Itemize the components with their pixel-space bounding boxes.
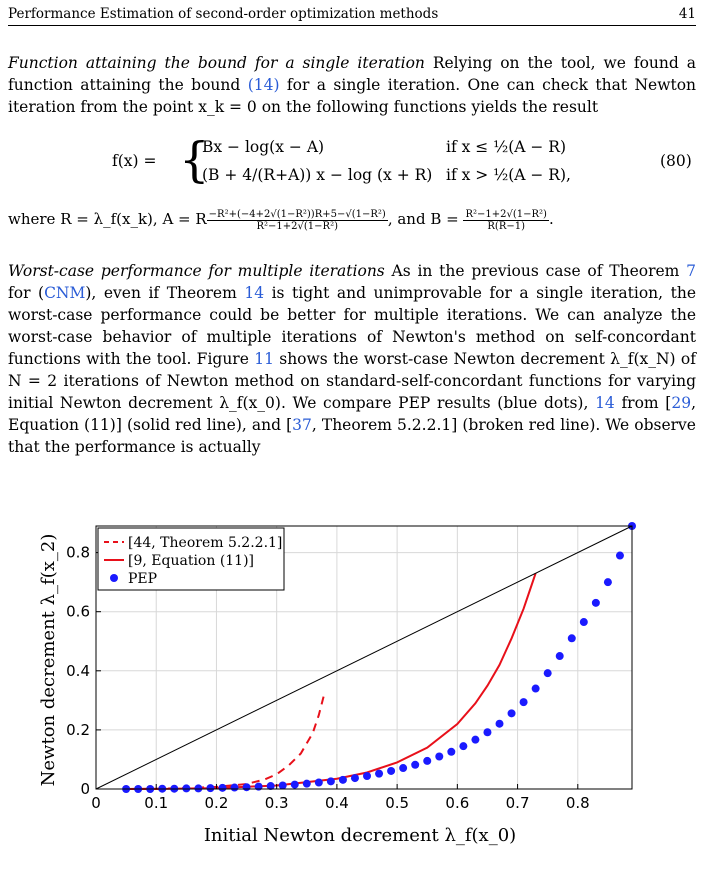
pep-data-point [555, 652, 564, 661]
pep-data-point [363, 771, 372, 780]
equation-case1-cond: if x ≤ ½(A − R) [446, 138, 567, 156]
pep-data-point [314, 778, 323, 787]
method-ref-link[interactable]: CNM [44, 284, 86, 302]
pep-data-point [603, 578, 612, 587]
pep-data-point [194, 784, 203, 793]
pep-data-point [411, 760, 420, 769]
pep-data-point [230, 783, 239, 792]
figure-ref-link[interactable]: 11 [254, 350, 274, 368]
x-tick-label: 0.6 [445, 794, 469, 812]
paragraph-heading: Function attaining the bound for a singl… [8, 54, 425, 72]
chart-legend: [44, Theorem 5.2.2.1] [9, Equation (11)] P… [97, 527, 285, 591]
x-axis-label: Initial Newton decrement λ_f(x_0) [204, 825, 516, 846]
pep-data-point [278, 781, 287, 790]
pep-data-point [399, 764, 408, 773]
legend-marker-pep [110, 574, 118, 582]
chart-plot-area [95, 522, 636, 793]
pep-data-point [483, 728, 492, 737]
theorem-ref-link[interactable]: 14 [244, 284, 265, 302]
citation-link[interactable]: 37 [292, 416, 312, 434]
x-tick-label: 0.3 [265, 794, 289, 812]
pep-data-point [375, 769, 384, 778]
running-title: Performance Estimation of second-order o… [8, 6, 439, 22]
y-tick-label: 0.2 [66, 721, 90, 739]
page-number: 41 [678, 6, 696, 22]
pep-data-point [495, 719, 504, 728]
plot-frame [95, 525, 633, 790]
pep-data-point [290, 780, 299, 789]
x-tick-label: 0.4 [325, 794, 349, 812]
pep-data-point [567, 634, 576, 643]
legend-entry: [44, Theorem 5.2.2.1] [128, 535, 282, 551]
pep-data-point [459, 742, 468, 751]
y-tick-label: 0.8 [66, 544, 90, 562]
x-tick-label: 0.2 [205, 794, 229, 812]
y-tick-label: 0.4 [66, 662, 90, 680]
y-axis-label: Newton decrement λ_f(x_2) [38, 534, 59, 787]
running-header: Performance Estimation of second-order o… [8, 4, 696, 24]
pep-data-point [435, 752, 444, 761]
paragraph-heading: Worst-case performance for multiple iter… [8, 262, 385, 280]
pep-data-point [242, 783, 251, 792]
identity-line [95, 525, 633, 790]
a-fraction: −R²+(−4+2√(1−R²))R+5−√(1−R²) R²−1+2√(1−R²… [206, 208, 388, 232]
equation-lhs: f(x) = [112, 152, 157, 170]
x-tick-label: 0.7 [506, 794, 530, 812]
pep-data-point [206, 784, 215, 793]
pep-data-point [326, 777, 335, 786]
equation-case2-cond: if x > ½(A − R), [446, 166, 571, 184]
equation-ref-link[interactable]: (14) [247, 76, 280, 94]
equation-ref-link[interactable]: 14 [595, 394, 615, 412]
theorem-bound-dashed-line [126, 691, 326, 790]
pep-data-point [531, 684, 540, 693]
legend-entry: PEP [128, 571, 157, 587]
x-tick-label: 0.8 [566, 794, 590, 812]
pep-data-point [350, 774, 359, 783]
b-fraction: R²−1+2√(1−R²) R(R−1) [463, 208, 549, 232]
theorem-ref-link[interactable]: 7 [686, 262, 696, 280]
equation-case2-expr: (B + 4/(R+A)) x − log (x + R) [202, 166, 433, 184]
y-tick-label: 0 [80, 780, 90, 798]
pep-data-point [387, 766, 396, 775]
legend-entry: [9, Equation (11)] [128, 553, 254, 569]
pep-data-point [447, 747, 456, 756]
header-rule [8, 25, 696, 26]
paragraph-function-bound: Function attaining the bound for a singl… [8, 54, 697, 116]
legend-box [97, 527, 285, 591]
pep-data-point [338, 775, 347, 784]
chart-axes: 0 0.1 0.2 0.3 0.4 0.5 0.6 0.7 0.8 0 0.2 0.4 0.6 0.8 [66, 525, 633, 812]
pep-data-point [302, 779, 311, 788]
x-tick-label: 0.5 [385, 794, 409, 812]
newton-decrement-chart: 0 0.1 0.2 0.3 0.4 0.5 0.6 0.7 0.8 0 0.2 0.4 0.6 0.8 N… [38, 522, 636, 846]
pep-data-point [423, 756, 432, 765]
where-line: where R = λ_f(x_k), A = R −R²+(−4+2√(1−R²… [8, 208, 554, 232]
pep-data-point [579, 618, 588, 627]
equation-brace: { [179, 132, 210, 188]
pep-data-point [471, 735, 480, 744]
pep-data-point [543, 669, 552, 678]
paragraph-worst-case: Worst-case performance for multiple iter… [8, 262, 696, 456]
citation-link[interactable]: 29 [671, 394, 692, 412]
equation-number: (80) [660, 152, 692, 170]
pep-data-point [519, 698, 528, 707]
pep-data-point [182, 784, 191, 793]
equation-case1-expr: Bx − log(x − A) [202, 138, 325, 156]
x-tick-label: 0 [91, 794, 101, 812]
pep-data-point [591, 598, 600, 607]
y-tick-label: 0.6 [66, 603, 90, 621]
pep-data-point [218, 783, 227, 792]
pep-data-point [507, 709, 516, 718]
pep-data-point [615, 551, 624, 560]
pep-data-point [266, 782, 275, 791]
x-tick-label: 0.1 [144, 794, 168, 812]
